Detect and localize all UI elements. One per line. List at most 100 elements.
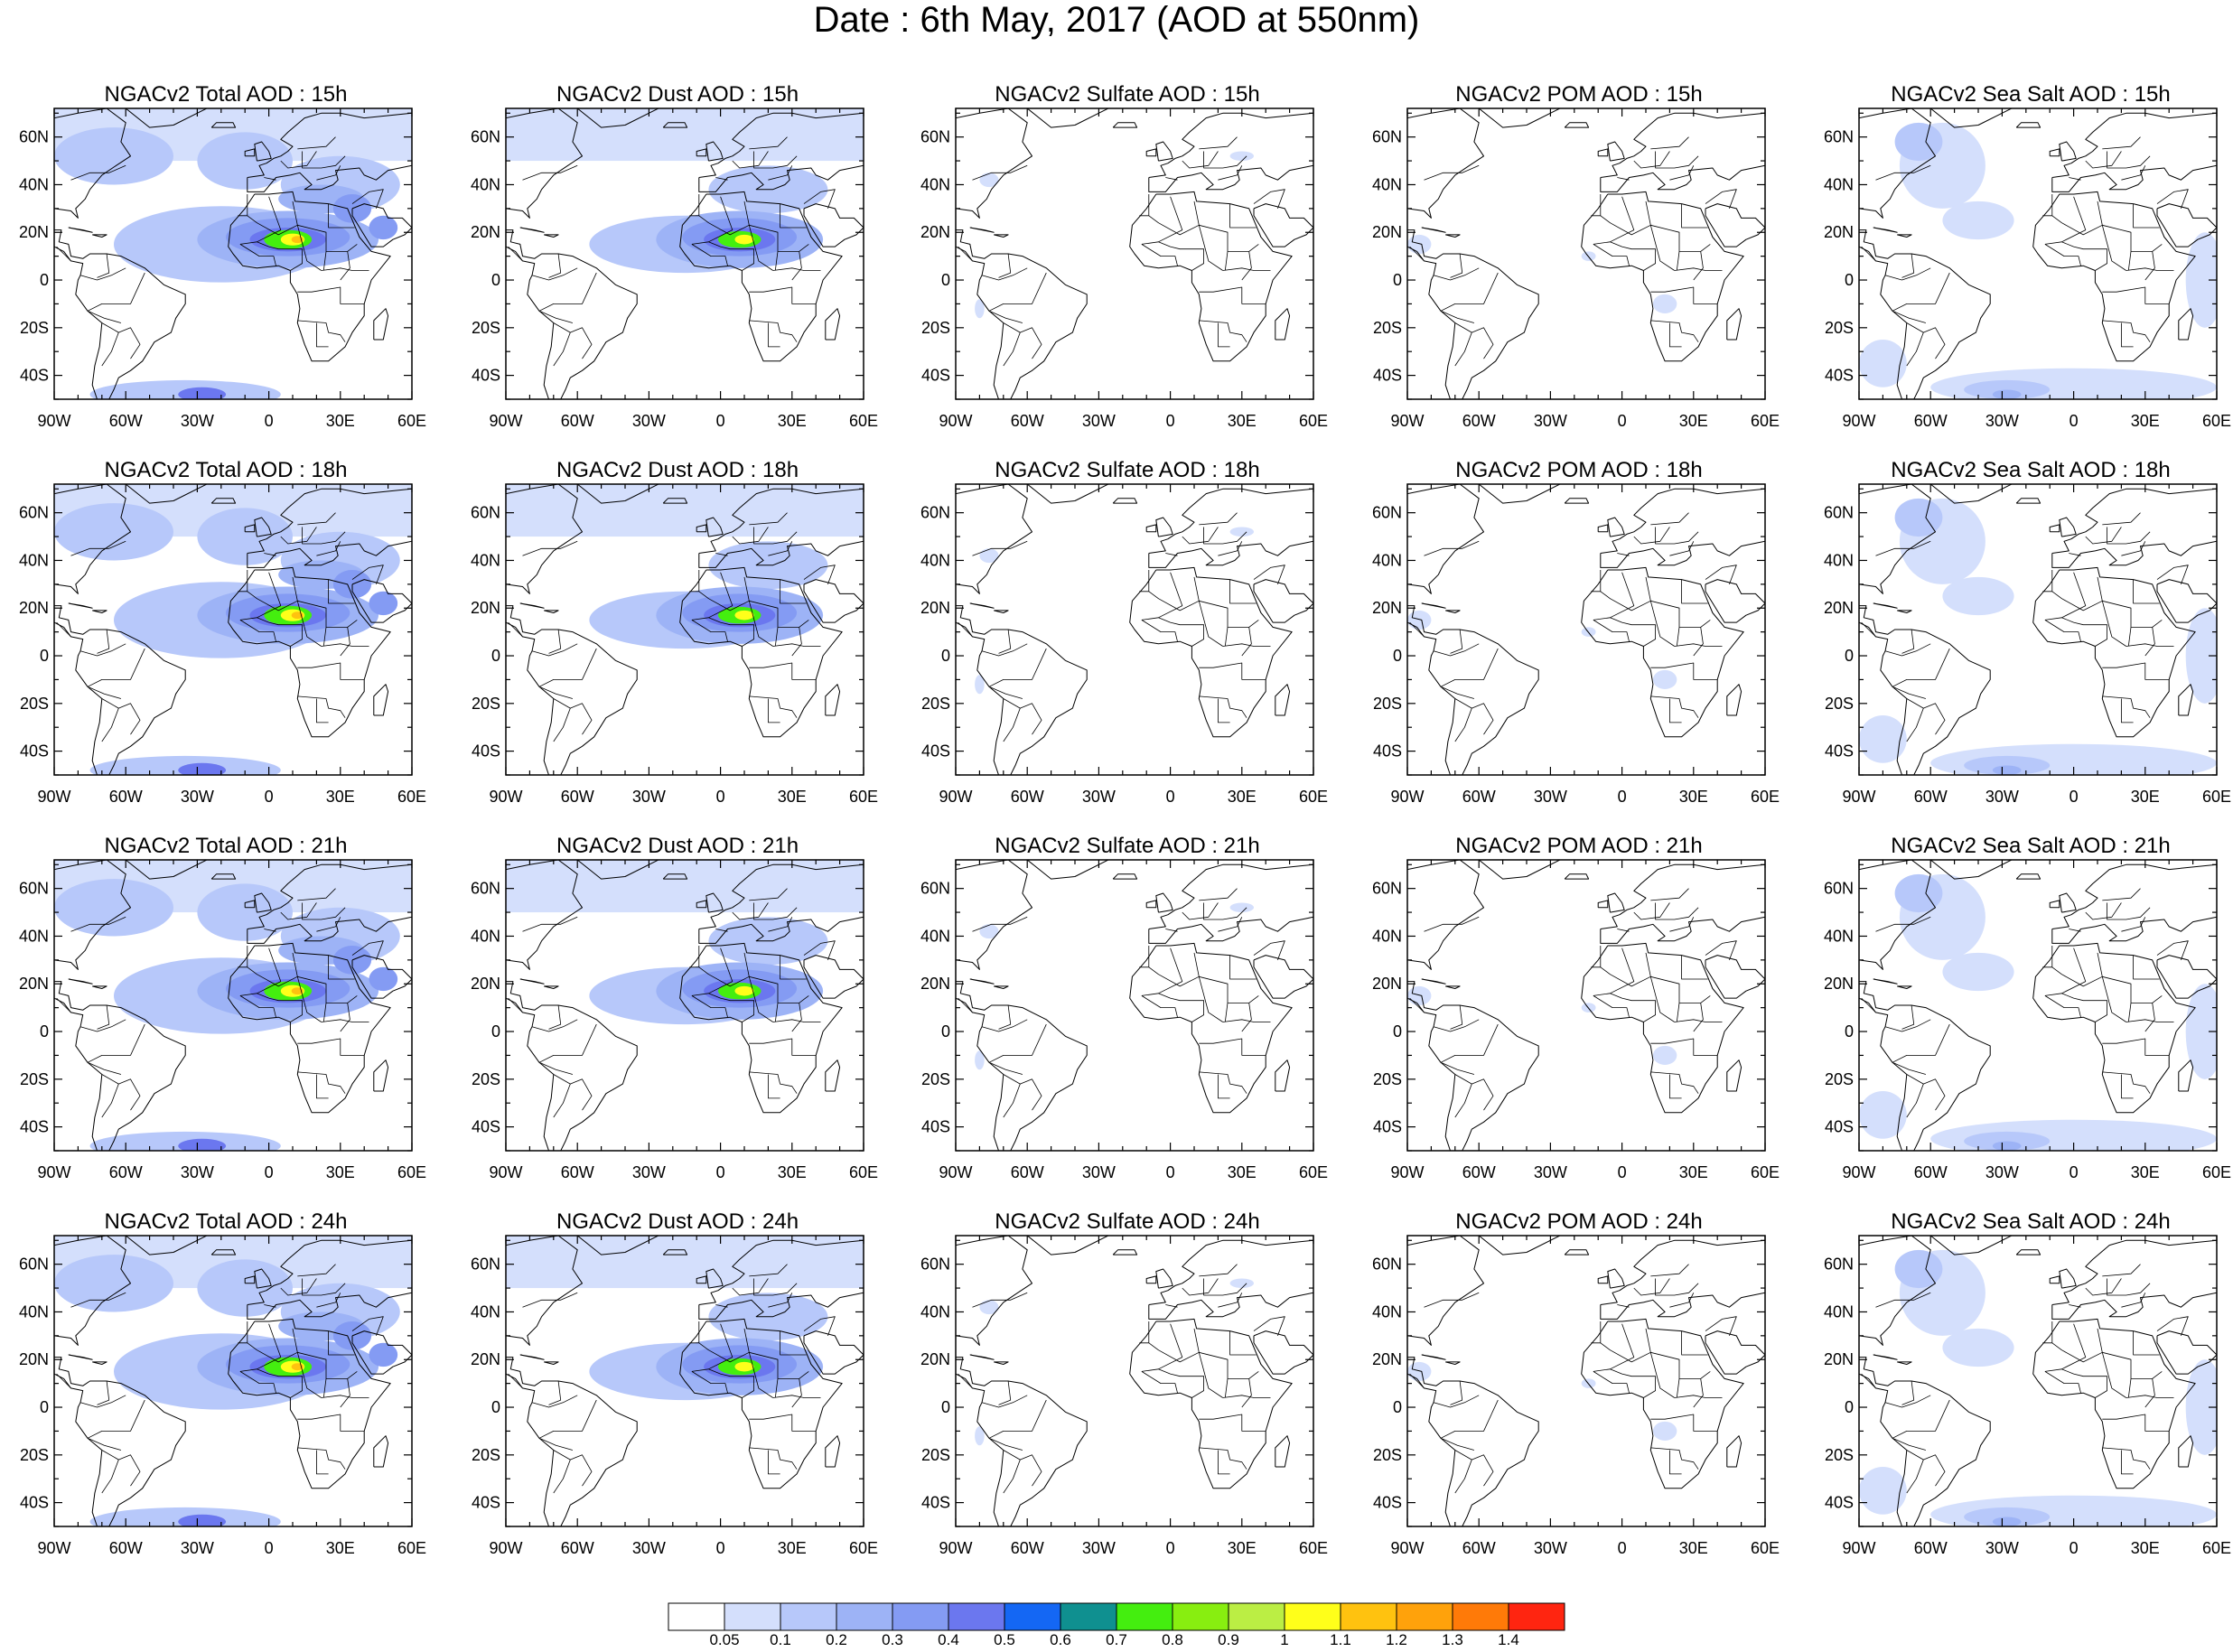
lat-tick-label: 60N	[920, 1255, 950, 1274]
lon-tick-label: 30W	[1082, 788, 1116, 806]
lat-tick-label: 40S	[472, 367, 500, 385]
lon-tick-label: 60E	[1751, 788, 1780, 806]
lat-tick-label: 0	[40, 271, 49, 289]
aod-map: 90W 60W 30W 0 30E 60E 60N 40N 20N 0 20S 40S	[19, 107, 426, 430]
aod-map: 90W 60W 30W 0 30E 60E 60N 40N 20N 0 20S 40S	[1824, 107, 2231, 430]
lat-tick-label: 0	[491, 647, 500, 665]
lat-tick-label: 60N	[1824, 880, 1854, 898]
colorbar-label: 0.5	[994, 1631, 1015, 1647]
lat-tick-label: 60N	[471, 504, 500, 522]
map-panel: NGACv2 Sulfate AOD : 21h 90W 60W 30W 0 30E 60E…	[902, 833, 1344, 1205]
coastlines	[1859, 484, 2217, 775]
lat-tick-label: 40S	[1825, 1494, 1854, 1512]
lat-tick-label: 40N	[19, 1302, 49, 1321]
lon-tick-label: 60E	[1299, 1539, 1328, 1557]
lon-tick-label: 90W	[1390, 1539, 1424, 1557]
lat-tick-label: 20N	[920, 1350, 950, 1368]
lat-tick-label: 40N	[471, 551, 500, 569]
aod-map: 90W 60W 30W 0 30E 60E 60N 40N 20N 0 20S 40S	[19, 859, 426, 1181]
panel-title: NGACv2 Total AOD : 24h	[104, 1209, 348, 1234]
aod-field	[1859, 484, 2217, 775]
lon-tick-label: 60W	[561, 412, 594, 430]
lat-tick-label: 0	[941, 271, 950, 289]
lat-tick-label: 20S	[1825, 1070, 1854, 1088]
aod-map: 90W 60W 30W 0 30E 60E 60N 40N 20N 0 20S 40S	[471, 1235, 878, 1557]
aod-field	[1859, 108, 2217, 399]
aod-map: 90W 60W 30W 0 30E 60E 60N 40N 20N 0 20S 40S	[920, 107, 1328, 430]
lat-tick-label: 60N	[1824, 504, 1854, 522]
colorbar-swatch	[948, 1602, 1005, 1631]
colorbar-label: 0.2	[826, 1631, 847, 1647]
lat-tick-label: 20N	[1372, 599, 1402, 617]
aod-field	[506, 108, 864, 399]
colorbar-swatch	[1508, 1602, 1565, 1631]
map-panel: NGACv2 Sea Salt AOD : 21h 90W 60W 30W 0 30E 60…	[1805, 833, 2233, 1205]
lat-tick-label: 20N	[1824, 975, 1854, 993]
lat-tick-label: 20N	[1824, 223, 1854, 241]
aod-field	[956, 1236, 1313, 1526]
lat-tick-label: 20S	[20, 695, 49, 713]
lon-tick-label: 90W	[939, 1539, 972, 1557]
lon-tick-label: 60W	[1462, 412, 1496, 430]
lon-tick-label: 60E	[2202, 788, 2231, 806]
lat-tick-label: 0	[1393, 647, 1402, 665]
lat-tick-label: 20S	[20, 1446, 49, 1464]
lat-tick-label: 40S	[921, 742, 950, 761]
coastlines	[1407, 108, 1765, 399]
lon-tick-label: 90W	[1390, 412, 1424, 430]
coastlines	[956, 1236, 1313, 1526]
lon-tick-label: 0	[1618, 412, 1627, 430]
lat-tick-label: 0	[1393, 1398, 1402, 1416]
lon-tick-label: 0	[2069, 788, 2079, 806]
colorbar-label: 0.3	[882, 1631, 903, 1647]
colorbar-label: 0.1	[770, 1631, 791, 1647]
lat-tick-label: 0	[40, 1022, 49, 1041]
lon-tick-label: 0	[1166, 788, 1175, 806]
lon-tick-label: 0	[1166, 1163, 1175, 1181]
coastlines	[506, 860, 864, 1151]
map-panel: NGACv2 POM AOD : 15h 90W 60W 30W 0 30E 60E 60N 4…	[1353, 81, 1796, 453]
lon-tick-label: 30W	[1985, 1539, 2019, 1557]
lat-tick-label: 40S	[1373, 367, 1402, 385]
lon-tick-label: 30E	[1679, 1539, 1708, 1557]
aod-map: 90W 60W 30W 0 30E 60E 60N 40N 20N 0 20S 40S	[920, 483, 1328, 806]
aod-map: 90W 60W 30W 0 30E 60E 60N 40N 20N 0 20S 40S	[920, 1235, 1328, 1557]
lon-tick-label: 30W	[1082, 1539, 1116, 1557]
lon-tick-label: 60W	[109, 1539, 143, 1557]
colorbar-swatch	[892, 1602, 949, 1631]
lon-tick-label: 60E	[397, 788, 426, 806]
map-panel: NGACv2 POM AOD : 24h 90W 60W 30W 0 30E 60E 60N 4…	[1353, 1209, 1796, 1581]
lon-tick-label: 90W	[1842, 788, 1875, 806]
lat-tick-label: 60N	[1372, 880, 1402, 898]
panel-title: NGACv2 Sea Salt AOD : 21h	[1891, 834, 2171, 858]
lon-tick-label: 0	[1618, 1539, 1627, 1557]
lon-tick-label: 60E	[2202, 1539, 2231, 1557]
lat-tick-label: 0	[1845, 271, 1854, 289]
lat-tick-label: 60N	[471, 880, 500, 898]
lon-tick-label: 60E	[2202, 1163, 2231, 1181]
aod-map: 90W 60W 30W 0 30E 60E 60N 40N 20N 0 20S 40S	[1372, 107, 1780, 430]
aod-field	[956, 484, 1313, 775]
lat-tick-label: 40N	[1372, 927, 1402, 945]
lon-tick-label: 60W	[561, 788, 594, 806]
lat-tick-label: 60N	[19, 1255, 49, 1274]
lon-tick-label: 30E	[2131, 1539, 2160, 1557]
aod-field	[506, 860, 864, 1151]
lat-tick-label: 20S	[1373, 1070, 1402, 1088]
lat-tick-label: 0	[40, 647, 49, 665]
lon-tick-label: 90W	[37, 1539, 70, 1557]
lat-tick-label: 20N	[920, 223, 950, 241]
lon-tick-label: 60E	[397, 412, 426, 430]
lat-tick-label: 0	[1393, 1022, 1402, 1041]
lon-tick-label: 60W	[1011, 412, 1044, 430]
lat-tick-label: 20N	[1824, 599, 1854, 617]
lat-tick-label: 20N	[471, 223, 500, 241]
lat-tick-label: 20N	[1372, 1350, 1402, 1368]
lat-tick-label: 20S	[20, 1070, 49, 1088]
lat-tick-label: 20S	[1373, 319, 1402, 337]
lon-tick-label: 30E	[1679, 1163, 1708, 1181]
lon-tick-label: 0	[265, 1163, 274, 1181]
lat-tick-label: 60N	[1372, 1255, 1402, 1274]
coastlines	[956, 860, 1313, 1151]
map-panel: NGACv2 Sulfate AOD : 24h 90W 60W 30W 0 30E 60E…	[902, 1209, 1344, 1581]
